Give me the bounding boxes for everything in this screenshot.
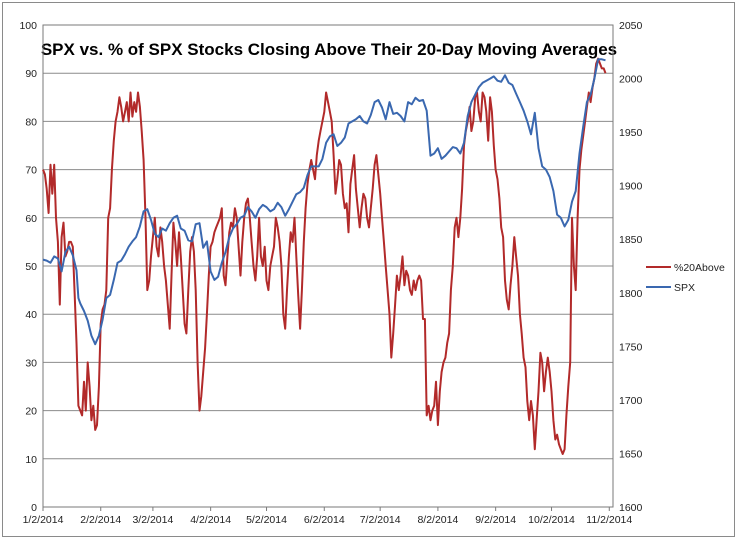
x-tick-label: 2/2/2014	[80, 514, 121, 526]
legend-label-%20above: %20Above	[674, 262, 725, 274]
legend: %20Above SPX	[646, 262, 725, 294]
x-axis: 1/2/2014 2/2/2014 3/2/2014 4/2/2014 5/2/2014…	[23, 507, 632, 526]
x-tick-label: 6/2/2014	[304, 514, 345, 526]
right-tick-label: 1700	[619, 395, 643, 407]
x-tick-label: 5/2/2014	[246, 514, 287, 526]
right-tick-label: 2000	[619, 74, 643, 86]
chart-title: SPX vs. % of SPX Stocks Closing Above Th…	[41, 40, 617, 59]
x-tick-label: 8/2/2014	[417, 514, 458, 526]
left-tick-label: 40	[25, 309, 37, 321]
right-tick-label: 1750	[619, 341, 643, 353]
left-axis: 0 10 20 30 40 50 60 70 80 90 100	[19, 20, 37, 514]
plot-area	[42, 24, 614, 508]
left-tick-label: 10	[25, 454, 37, 466]
right-axis: 1600 1650 1700 1750 1800 1850 1900 1950 2000 2050	[619, 20, 643, 514]
series-layer	[42, 57, 607, 455]
left-tick-label: 20	[25, 406, 37, 418]
left-tick-label: 100	[19, 20, 37, 32]
x-tick-label: 3/2/2014	[132, 514, 173, 526]
left-tick-label: 70	[25, 165, 37, 177]
chart-canvas: SPX vs. % of SPX Stocks Closing Above Th…	[19, 20, 725, 526]
x-tick-label: 4/2/2014	[190, 514, 231, 526]
right-tick-label: 1850	[619, 234, 643, 246]
x-tick-label: 11/2/2014	[586, 514, 632, 526]
right-tick-label: 1950	[619, 127, 643, 139]
x-tick-label: 9/2/2014	[475, 514, 516, 526]
left-tick-label: 80	[25, 116, 37, 128]
left-tick-label: 90	[25, 68, 37, 80]
legend-label-spx: SPX	[674, 282, 695, 294]
right-tick-label: 1650	[619, 448, 643, 460]
right-tick-label: 1600	[619, 502, 643, 514]
left-tick-label: 50	[25, 261, 37, 273]
left-tick-label: 60	[25, 213, 37, 225]
series-line-%20above	[42, 57, 607, 455]
series-line-spx	[42, 58, 606, 346]
right-tick-label: 2050	[619, 20, 643, 32]
left-tick-label: 30	[25, 357, 37, 369]
x-tick-label: 1/2/2014	[23, 514, 64, 526]
x-tick-label: 10/2/2014	[528, 514, 575, 526]
right-tick-label: 1900	[619, 181, 643, 193]
left-tick-label: 0	[31, 502, 37, 514]
x-tick-label: 7/2/2014	[360, 514, 401, 526]
right-tick-label: 1800	[619, 288, 643, 300]
